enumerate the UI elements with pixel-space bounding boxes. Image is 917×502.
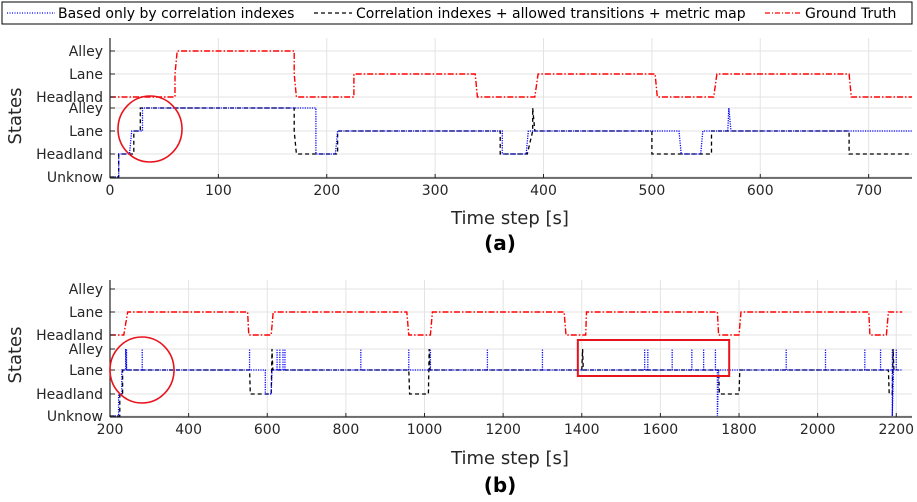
panel-a-x-tick-labels: 0 100 200 300 400 500 600 700 bbox=[106, 183, 882, 199]
panel-b-x-tick-label: 1600 bbox=[643, 422, 679, 438]
panel-b-series bbox=[110, 311, 903, 417]
panel-b-y-tick-label: Headland bbox=[36, 328, 103, 344]
panel-b-x-tick-label: 1000 bbox=[407, 422, 443, 438]
panel-b-x-tick-label: 600 bbox=[254, 422, 281, 438]
panel-b-grid bbox=[109, 280, 912, 417]
legend-entry-corr-metric: Correlation indexes + allowed transition… bbox=[314, 6, 746, 22]
panel-b-x-tick-label: 200 bbox=[97, 422, 124, 438]
legend-label-ground-truth: Ground Truth bbox=[805, 6, 896, 22]
panel-a-y-tick-label: Alley bbox=[69, 101, 103, 117]
panel-b-x-tick-label: 1200 bbox=[485, 422, 521, 438]
panel-b-ylabel: States bbox=[5, 326, 26, 383]
panel-b-axes bbox=[109, 280, 912, 418]
panel-a-x-tick-label: 300 bbox=[422, 183, 449, 199]
panel-b-y-tick-label: Unknow bbox=[47, 409, 103, 425]
panel-a-y-tick-label: Headland bbox=[36, 90, 103, 106]
panel-a-highlight-circle bbox=[117, 95, 183, 163]
panel-b-annotations bbox=[109, 336, 731, 404]
panel-b-y-tick-label: Lane bbox=[69, 305, 103, 321]
panel-a-xlabel: Time step [s] bbox=[450, 208, 569, 229]
panel-b-y-tick-label: Alley bbox=[69, 282, 103, 298]
panel-b-x-tick-labels: 200 400 600 800 1000 1200 1400 1600 1800 2000 2200 bbox=[97, 422, 914, 438]
legend-entry-corr-only: Based only by correlation indexes bbox=[7, 6, 294, 22]
legend-label-corr-metric: Correlation indexes + allowed transition… bbox=[356, 6, 746, 22]
panel-a-series bbox=[110, 50, 912, 178]
panel-b-x-tick-label: 1800 bbox=[721, 422, 757, 438]
panel-b-x-tick-label: 1400 bbox=[564, 422, 600, 438]
panel-a-y-tick-label: Alley bbox=[69, 44, 103, 60]
panel-a-series-ground-truth bbox=[110, 50, 912, 98]
panel-a-x-tick-label: 100 bbox=[205, 183, 232, 199]
panel-a-series-correlation-indexes-allowed-transitions-metric-map bbox=[110, 107, 912, 178]
panel-a-x-tick-label: 500 bbox=[639, 183, 666, 199]
panel-b: Headland Lane Alley Unknow Headland Lane Alley… bbox=[5, 280, 914, 497]
panel-b-y-tick-label: Alley bbox=[69, 342, 103, 358]
panel-a-annotations bbox=[117, 95, 183, 163]
panel-b-y-tick-labels: Headland Lane Alley Unknow Headland Lane Alley bbox=[36, 282, 103, 425]
panel-b-series-based-only-by-correlation-indexes bbox=[110, 348, 903, 417]
panel-b-series-correlation-indexes-allowed-transitions-metric-map bbox=[110, 348, 899, 417]
panel-a-x-tick-label: 400 bbox=[530, 183, 557, 199]
panel-a: Headland Lane Alley Unknow Headland Lane Alley… bbox=[5, 38, 912, 255]
panel-a-x-tick-label: 200 bbox=[313, 183, 340, 199]
panel-a-y-tick-label: Lane bbox=[69, 67, 103, 83]
panel-b-highlight-circle bbox=[109, 336, 175, 404]
legend-box bbox=[1, 1, 913, 25]
panel-b-y-tick-label: Lane bbox=[69, 363, 103, 379]
panel-a-caption: (a) bbox=[484, 231, 516, 255]
panel-a-series-based-only-by-correlation-indexes bbox=[110, 107, 912, 178]
panel-b-caption: (b) bbox=[484, 473, 517, 497]
panel-a-y-tick-label: Lane bbox=[69, 124, 103, 140]
legend-label-corr-only: Based only by correlation indexes bbox=[58, 6, 294, 22]
panel-b-x-tick-label: 2200 bbox=[878, 422, 914, 438]
panel-b-series-ground-truth bbox=[110, 311, 903, 336]
panel-a-ylabel: States bbox=[5, 87, 26, 144]
panel-a-x-tick-label: 600 bbox=[747, 183, 774, 199]
panel-a-y-tick-label: Headland bbox=[36, 147, 103, 163]
panel-a-x-tick-label: 0 bbox=[106, 183, 115, 199]
panel-b-xlabel: Time step [s] bbox=[450, 448, 569, 469]
panel-a-x-tick-label: 700 bbox=[855, 183, 882, 199]
legend: Based only by correlation indexes Correl… bbox=[1, 1, 913, 25]
panel-b-x-tick-label: 2000 bbox=[800, 422, 836, 438]
panel-b-x-tick-label: 800 bbox=[333, 422, 360, 438]
panel-b-y-tick-label: Headland bbox=[36, 387, 103, 403]
legend-entry-ground-truth: Ground Truth bbox=[765, 6, 896, 22]
panel-a-y-tick-label: Unknow bbox=[47, 170, 103, 186]
panel-a-y-tick-labels: Headland Lane Alley Unknow Headland Lane Alley bbox=[36, 44, 103, 186]
panel-a-axes bbox=[109, 38, 912, 179]
panel-b-x-tick-label: 400 bbox=[175, 422, 202, 438]
panel-b-highlight-rectangle bbox=[576, 339, 731, 377]
